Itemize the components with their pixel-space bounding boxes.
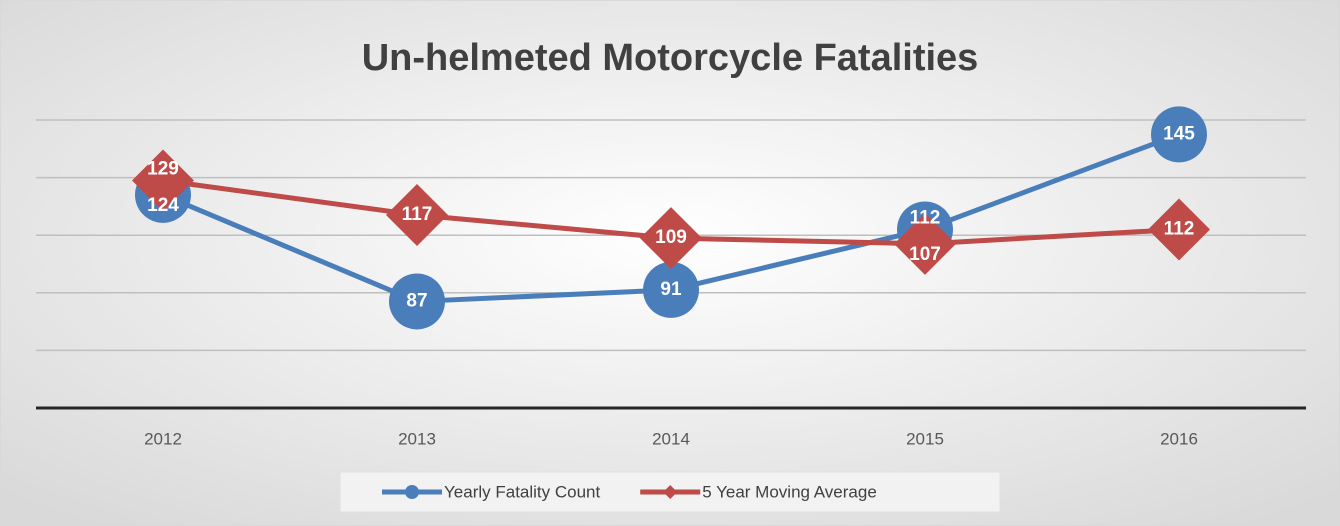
- data-label: 107: [909, 244, 941, 265]
- data-label: 112: [910, 207, 941, 228]
- data-label: 129: [147, 158, 179, 179]
- legend-label: Yearly Fatality Count: [444, 482, 601, 501]
- data-label: 145: [1163, 123, 1195, 144]
- marker: [1151, 106, 1207, 163]
- x-tick-label: 2016: [1160, 429, 1198, 448]
- data-label: 124: [147, 195, 179, 216]
- marker: [386, 184, 448, 247]
- legend-label: 5 Year Moving Average: [702, 482, 877, 501]
- data-label: 117: [402, 204, 433, 225]
- markers: 124 87 91 112 145 129 117 109 107 112: [132, 106, 1210, 330]
- x-tick-label: 2015: [906, 429, 944, 448]
- marker: [640, 207, 702, 270]
- chart-title: Un-helmeted Motorcycle Fatalities: [362, 37, 979, 79]
- legend: Yearly Fatality Count 5 Year Moving Avera…: [382, 482, 877, 501]
- marker: [405, 485, 419, 499]
- data-label: 109: [655, 227, 687, 248]
- grid: 2012 2013 2014 2015 2016: [36, 119, 1306, 448]
- marker: [643, 261, 699, 318]
- marker: [1148, 198, 1210, 261]
- x-tick-label: 2014: [652, 429, 690, 448]
- data-label: 112: [1164, 218, 1195, 239]
- x-tick-label: 2013: [398, 429, 436, 448]
- data-label: 87: [406, 290, 427, 311]
- marker: [389, 273, 445, 330]
- marker: [132, 149, 194, 212]
- marker: [894, 212, 956, 275]
- data-label: 91: [660, 279, 682, 300]
- x-tick-label: 2012: [144, 429, 182, 448]
- marker: [663, 485, 678, 499]
